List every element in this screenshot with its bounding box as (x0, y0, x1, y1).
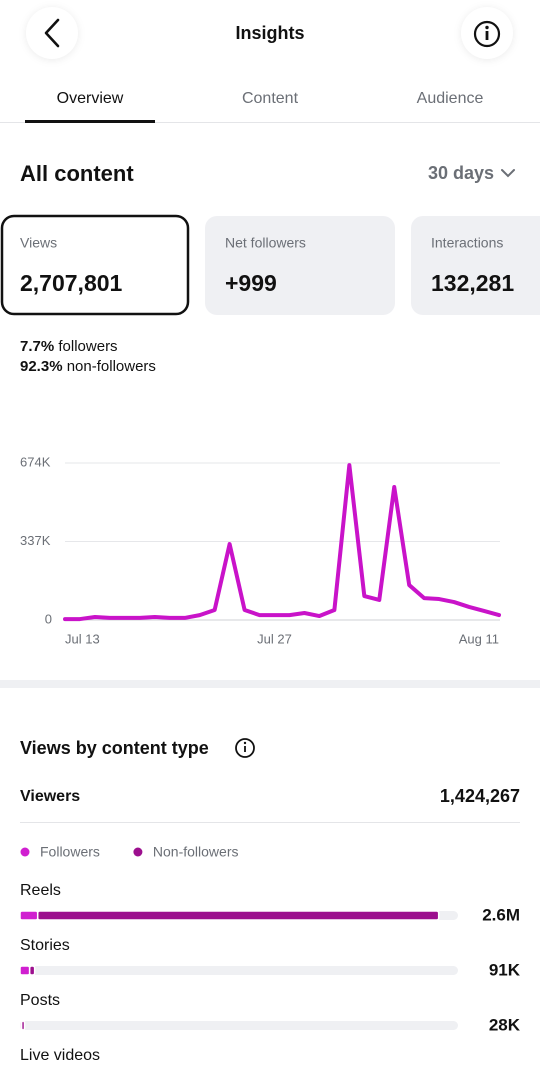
info-icon (243, 741, 247, 745)
info-icon (244, 746, 246, 752)
label: non-followers (67, 358, 156, 375)
section-title: Views by content type (20, 738, 209, 758)
audience-split: 7.7% followers (20, 338, 118, 355)
y-tick-label: 0 (45, 611, 52, 626)
legend-label: Non-followers (153, 844, 239, 860)
tab-indicator (25, 120, 155, 123)
value-label: 2.6M (482, 905, 520, 924)
tab[interactable]: Overview (57, 90, 124, 107)
viewers-label: Viewers (20, 788, 80, 805)
category-label: Reels (20, 882, 61, 899)
label: followers (58, 338, 117, 355)
period-selector[interactable]: 30 days (428, 163, 494, 183)
category-label: Posts (20, 992, 60, 1009)
x-tick-label: Jul 27 (257, 631, 292, 646)
value-label: 91K (489, 960, 521, 979)
back-button[interactable] (26, 7, 78, 59)
card[interactable] (205, 216, 395, 315)
tab[interactable]: Content (242, 90, 299, 107)
card[interactable] (411, 216, 540, 315)
back-icon (44, 18, 60, 48)
legend-dot (20, 847, 30, 857)
info-icon (485, 25, 489, 30)
chevron (501, 169, 515, 178)
x-tick-label: Aug 11 (459, 631, 499, 646)
y-tick-label: 337K (20, 533, 51, 548)
card-value: 2,707,801 (20, 270, 123, 296)
info-icon[interactable] (235, 738, 255, 758)
line (63, 463, 501, 622)
card[interactable] (0, 214, 190, 316)
tab[interactable]: Audience (417, 90, 484, 107)
card-value: 132,281 (431, 270, 514, 296)
bar-segment (20, 1020, 26, 1031)
audience-split: 92.3% non-followers (20, 358, 156, 375)
divider (20, 822, 520, 823)
bar-track (20, 1021, 458, 1030)
percent: 7.7% (20, 338, 54, 355)
card-label: Views (20, 235, 57, 251)
card-label: Net followers (225, 235, 306, 251)
card-label: Interactions (431, 235, 503, 251)
percent: 92.3% (20, 358, 63, 375)
legend-dot (133, 847, 143, 857)
value-label: 28K (489, 1015, 521, 1034)
section-separator (0, 680, 540, 688)
bar-segment (28, 965, 36, 976)
info-icon (473, 20, 501, 48)
viewers-value: 1,424,267 (440, 786, 520, 806)
bar-track (20, 966, 458, 975)
category-label: Stories (20, 937, 70, 954)
legend-label: Followers (40, 844, 100, 860)
info-icon (485, 31, 489, 40)
y-tick-label: 674K (20, 454, 51, 469)
section-title: All content (20, 161, 134, 186)
bar-segment (19, 965, 31, 976)
bar-segment (19, 910, 39, 921)
card-value: +999 (225, 270, 277, 296)
page-title: Insights (235, 23, 304, 43)
category-label: Live videos (20, 1047, 100, 1064)
divider (0, 122, 540, 123)
bar-segment (36, 910, 440, 921)
x-tick-label: Jul 13 (65, 631, 100, 646)
